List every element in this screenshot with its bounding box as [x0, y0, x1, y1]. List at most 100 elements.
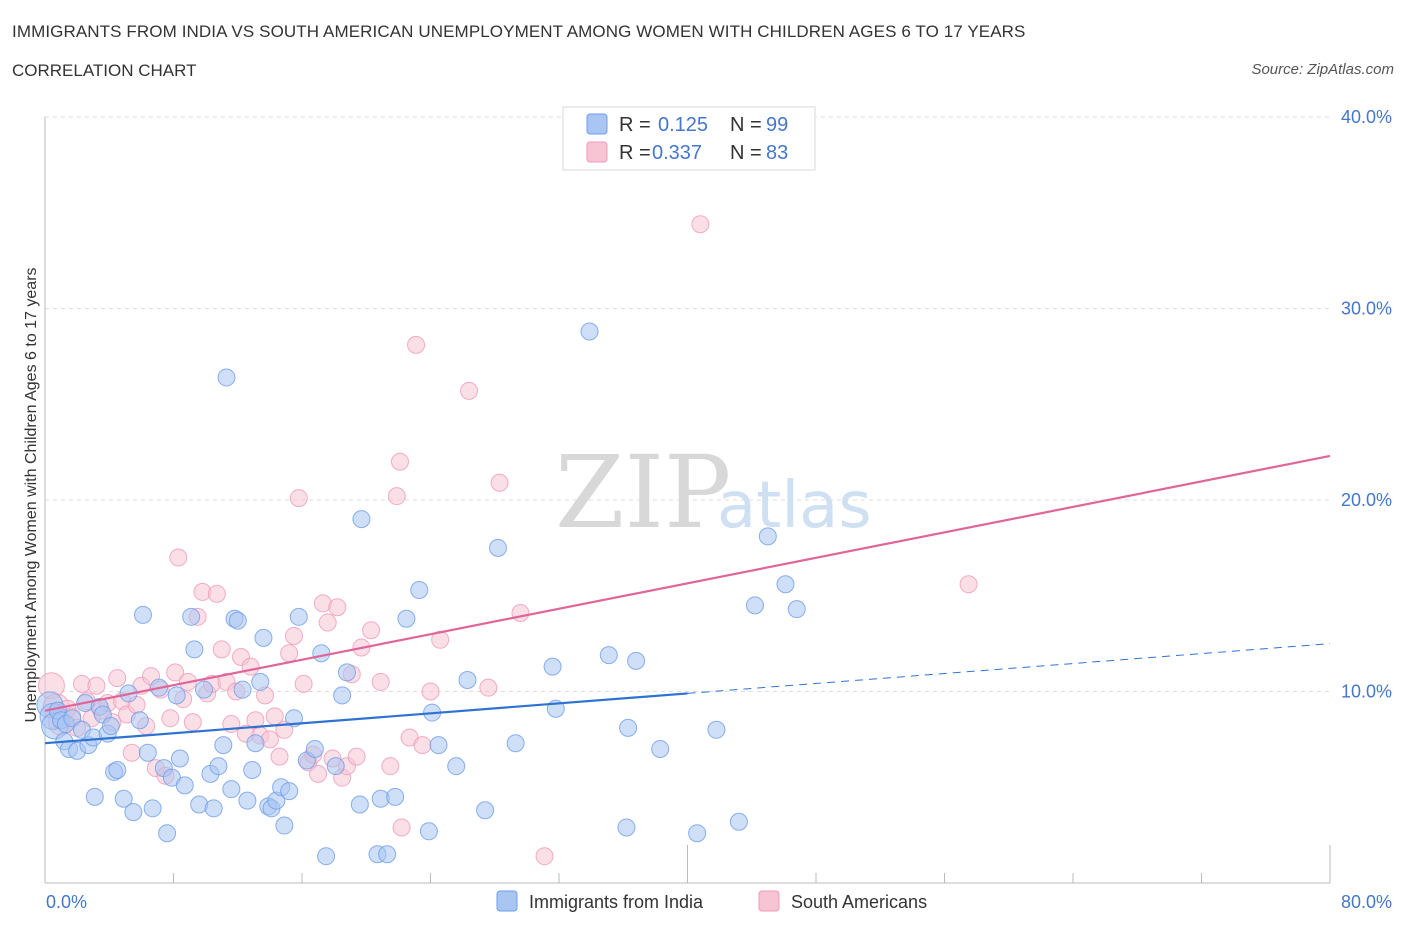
chart-subtitle: CORRELATION CHART [12, 61, 197, 80]
y-tick-label-1: 20.0% [1341, 490, 1392, 510]
point-india-63 [312, 644, 331, 663]
point-india-83 [506, 734, 525, 753]
point-india-86 [599, 646, 618, 665]
point-sa-78 [511, 603, 530, 622]
point-india-80 [458, 671, 477, 690]
x-tick-label-0: 0.0% [46, 892, 87, 912]
point-sa-67 [381, 757, 400, 776]
point-sa-75 [460, 381, 479, 400]
point-india-60 [289, 607, 308, 626]
point-india-87 [617, 818, 636, 837]
point-sa-29 [183, 713, 202, 732]
legend-top-r-value-sa: 0.337 [652, 142, 702, 164]
legend-swatch-india [496, 890, 518, 912]
point-india-47 [233, 680, 252, 699]
point-sa-57 [318, 613, 337, 632]
point-sa-66 [371, 672, 390, 691]
point-india-14 [85, 787, 104, 806]
point-india-64 [317, 847, 336, 866]
point-india-91 [776, 575, 795, 594]
point-india-35 [182, 607, 201, 626]
point-india-89 [729, 812, 748, 831]
point-sa-82 [392, 818, 411, 837]
point-india-50 [246, 734, 265, 753]
point-india-67 [337, 663, 356, 682]
gridlines [45, 116, 1330, 692]
point-india-33 [170, 749, 189, 768]
source-label: Source: ZipAtlas.com [1251, 61, 1394, 78]
point-india-20 [108, 761, 127, 780]
point-sa-76 [479, 678, 498, 697]
point-sa-26 [169, 548, 188, 567]
point-india-24 [130, 711, 149, 730]
point-india-68 [350, 795, 369, 814]
point-sa-77 [490, 473, 509, 492]
point-india-76 [419, 822, 438, 841]
point-india-25 [133, 605, 152, 624]
point-india-42 [214, 736, 233, 755]
point-india-57 [275, 816, 294, 835]
point-india-38 [195, 680, 214, 699]
point-india-79 [447, 757, 466, 776]
legend-label-india: Immigrants from India [529, 892, 704, 912]
point-sa-81 [959, 575, 978, 594]
point-india-90 [787, 600, 806, 619]
point-india-81 [476, 801, 495, 820]
tick-labels: 10.0% 20.0% 30.0% 40.0% 0.0% 80.0% [46, 107, 1392, 912]
point-india-93 [758, 527, 777, 546]
point-sa-65 [362, 621, 381, 640]
point-india-18 [101, 716, 120, 735]
point-india-30 [158, 824, 177, 843]
point-india-58 [280, 782, 299, 801]
point-india-78 [429, 736, 448, 755]
point-sa-72 [413, 736, 432, 755]
point-india-97 [651, 739, 670, 758]
trend-line-india-extension [687, 643, 1331, 694]
point-sa-68 [387, 487, 406, 506]
point-india-88 [619, 718, 638, 737]
y-tick-label-3: 40.0% [1341, 107, 1392, 127]
point-sa-63 [347, 747, 366, 766]
point-india-75 [410, 581, 429, 600]
point-india-95 [707, 720, 726, 739]
point-sa-50 [284, 626, 303, 645]
legend-swatch-sa [758, 890, 780, 912]
point-sa-41 [241, 657, 260, 676]
point-india-69 [352, 510, 371, 529]
point-sa-80 [691, 215, 710, 234]
axes [44, 117, 1331, 884]
point-india-36 [185, 640, 204, 659]
watermark-atlas: atlas [717, 469, 872, 543]
point-sa-49 [280, 644, 299, 663]
legend-top-n-label-india: N = [730, 114, 762, 136]
point-india-26 [138, 743, 157, 762]
y-tick-label-2: 30.0% [1341, 299, 1392, 319]
legend-top-n-value-india: 99 [766, 114, 788, 136]
point-india-62 [305, 739, 324, 758]
legend-bottom: Immigrants from India South Americans [496, 890, 927, 912]
y-axis-title: Unemployment Among Women with Children A… [23, 267, 40, 722]
point-sa-9 [87, 676, 106, 695]
legend-top-r-value-india: 0.125 [658, 114, 708, 136]
point-india-92 [745, 596, 764, 615]
point-india-85 [580, 322, 599, 341]
point-india-66 [333, 686, 352, 705]
legend-top-r-label-india: R = [619, 114, 651, 136]
point-india-48 [238, 791, 257, 810]
legend-top-n-value-sa: 83 [766, 142, 788, 164]
point-india-8 [63, 709, 82, 728]
trend-lines [44, 454, 1331, 745]
point-india-32 [167, 686, 186, 705]
point-india-46 [228, 611, 247, 630]
point-sa-47 [270, 747, 289, 766]
point-india-74 [397, 609, 416, 628]
point-india-44 [222, 780, 241, 799]
point-india-34 [175, 776, 194, 795]
point-sa-59 [328, 598, 347, 617]
point-india-96 [627, 651, 646, 670]
point-india-73 [386, 787, 405, 806]
x-tick-label-1: 80.0% [1341, 892, 1392, 912]
point-sa-25 [166, 663, 185, 682]
point-india-41 [209, 757, 228, 776]
